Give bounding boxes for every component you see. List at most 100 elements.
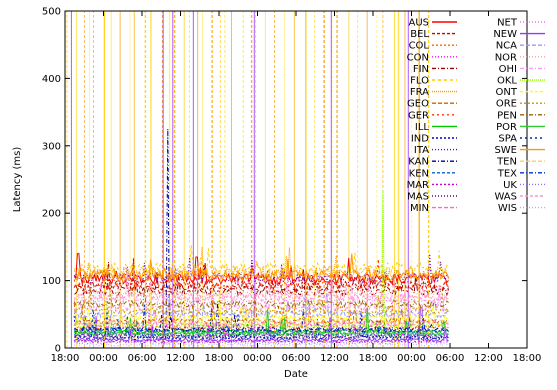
legend-label: SWE [494,145,517,156]
x-axis-title: Date [284,369,308,380]
legend-label: MAS [407,192,429,203]
series-line-con [74,310,449,338]
series-line-nor [73,273,449,301]
legend-label: WIS [498,203,517,214]
legend-label: TEN [496,157,517,168]
series-line-kan [74,128,449,333]
legend-label: FIN [413,64,429,75]
series-line-flo [73,244,449,277]
legend-item-ita: ITA [414,145,457,156]
plot-layer [66,11,449,348]
legend-item-swe: SWE [494,145,545,156]
legend-label: WAS [494,192,517,203]
legend-item-mar: MAR [407,180,457,191]
legend-label: BEL [410,29,429,40]
legend-item-ind: IND [411,134,457,145]
y-tick-label: 500 [42,7,61,18]
axis-layer: 0 100 200 300 400 500 18:00 00:00 06:00 12:00 18:0… [42,7,542,365]
x-tick-label: 00:00 [397,353,426,364]
legend-label: GER [408,110,429,121]
legend-label: SPA [498,134,517,145]
legend-label: UK [503,180,517,191]
x-tick-label: 06:00 [436,353,465,364]
legend-label: OKL [497,76,517,87]
legend-item-ill: ILL [415,122,457,133]
legend-label: KAN [408,157,429,168]
series-line-was [73,268,449,304]
legend-label: AUS [408,18,429,29]
legend-item-mas: MAS [407,192,457,203]
legend-label: POR [496,122,517,133]
x-tick-label: 18:00 [51,353,80,364]
legend-label: OHI [499,64,517,75]
series-line-new [73,307,449,343]
legend-label: ONT [496,87,518,98]
legend-item-aus: AUS [408,18,457,29]
legend-label: MIN [410,203,429,214]
x-tick-label: 00:00 [243,353,272,364]
legend-item-ore: ORE [496,99,545,110]
legend-item-ten: TEN [496,157,545,168]
series-line-ohi [74,282,449,313]
x-tick-label: 06:00 [282,353,311,364]
legend-item-con: CON [407,52,457,63]
legend-label: ORE [496,99,517,110]
series-line-swe [73,253,449,282]
y-tick-label: 200 [42,209,61,220]
legend-label: ITA [414,145,429,156]
series-line-spa [74,309,449,341]
legend-item-kan: KAN [408,157,457,168]
legend-item-pen: PEN [497,110,545,121]
legend-item-bel: BEL [410,29,457,40]
x-tick-label: 12:00 [320,353,349,364]
x-tick-label: 12:00 [166,353,195,364]
legend-item-okl: OKL [497,76,545,87]
legend-label: NEW [493,29,517,40]
y-tick-label: 400 [42,74,61,85]
series-line-uk [73,320,449,345]
legend-item-ohi: OHI [499,64,545,75]
legend-item-ger: GER [408,110,457,121]
legend-label: FRA [410,87,429,98]
series-line-mar [73,318,449,344]
x-tick-label: 18:00 [513,353,542,364]
legend-item-flo: FLO [410,76,457,87]
series-line-ten [73,305,449,326]
legend-label: GEO [407,99,429,110]
series-line-ita [73,253,449,285]
legend-item-geo: GEO [407,99,457,110]
x-tick-label: 18:00 [205,353,234,364]
legend-label: FLO [410,76,429,87]
legend: AUSBELCOLCONFINFLOFRAGEOGERILLINDITAKANK… [407,18,545,214]
x-tick-label: 00:00 [89,353,118,364]
series-line-okl [73,189,449,330]
legend-label: TEX [497,168,517,179]
series-line-nca [73,289,449,319]
series-line-tex [73,304,449,334]
legend-item-tex: TEX [497,168,545,179]
legend-item-fra: FRA [410,87,457,98]
legend-item-uk: UK [503,180,545,191]
legend-label: CON [407,52,429,63]
legend-item-fin: FIN [413,64,457,75]
legend-label: NCA [496,41,517,52]
legend-label: NET [497,18,518,29]
x-tick-label: 12:00 [474,353,503,364]
legend-item-new: NEW [493,29,545,40]
legend-item-ont: ONT [496,87,545,98]
legend-label: PEN [497,110,517,121]
y-tick-label: 0 [55,344,61,355]
y-axis-title: Latency (ms) [12,147,23,213]
series-line-pen [73,288,449,310]
legend-item-min: MIN [410,203,457,214]
series-line-ore [73,286,449,316]
x-tick-label: 18:00 [359,353,388,364]
legend-item-wis: WIS [498,203,545,214]
legend-item-por: POR [496,122,545,133]
x-tick-label: 06:00 [128,353,157,364]
legend-item-col: COL [409,41,457,52]
legend-item-spa: SPA [498,134,545,145]
legend-item-net: NET [497,18,545,29]
